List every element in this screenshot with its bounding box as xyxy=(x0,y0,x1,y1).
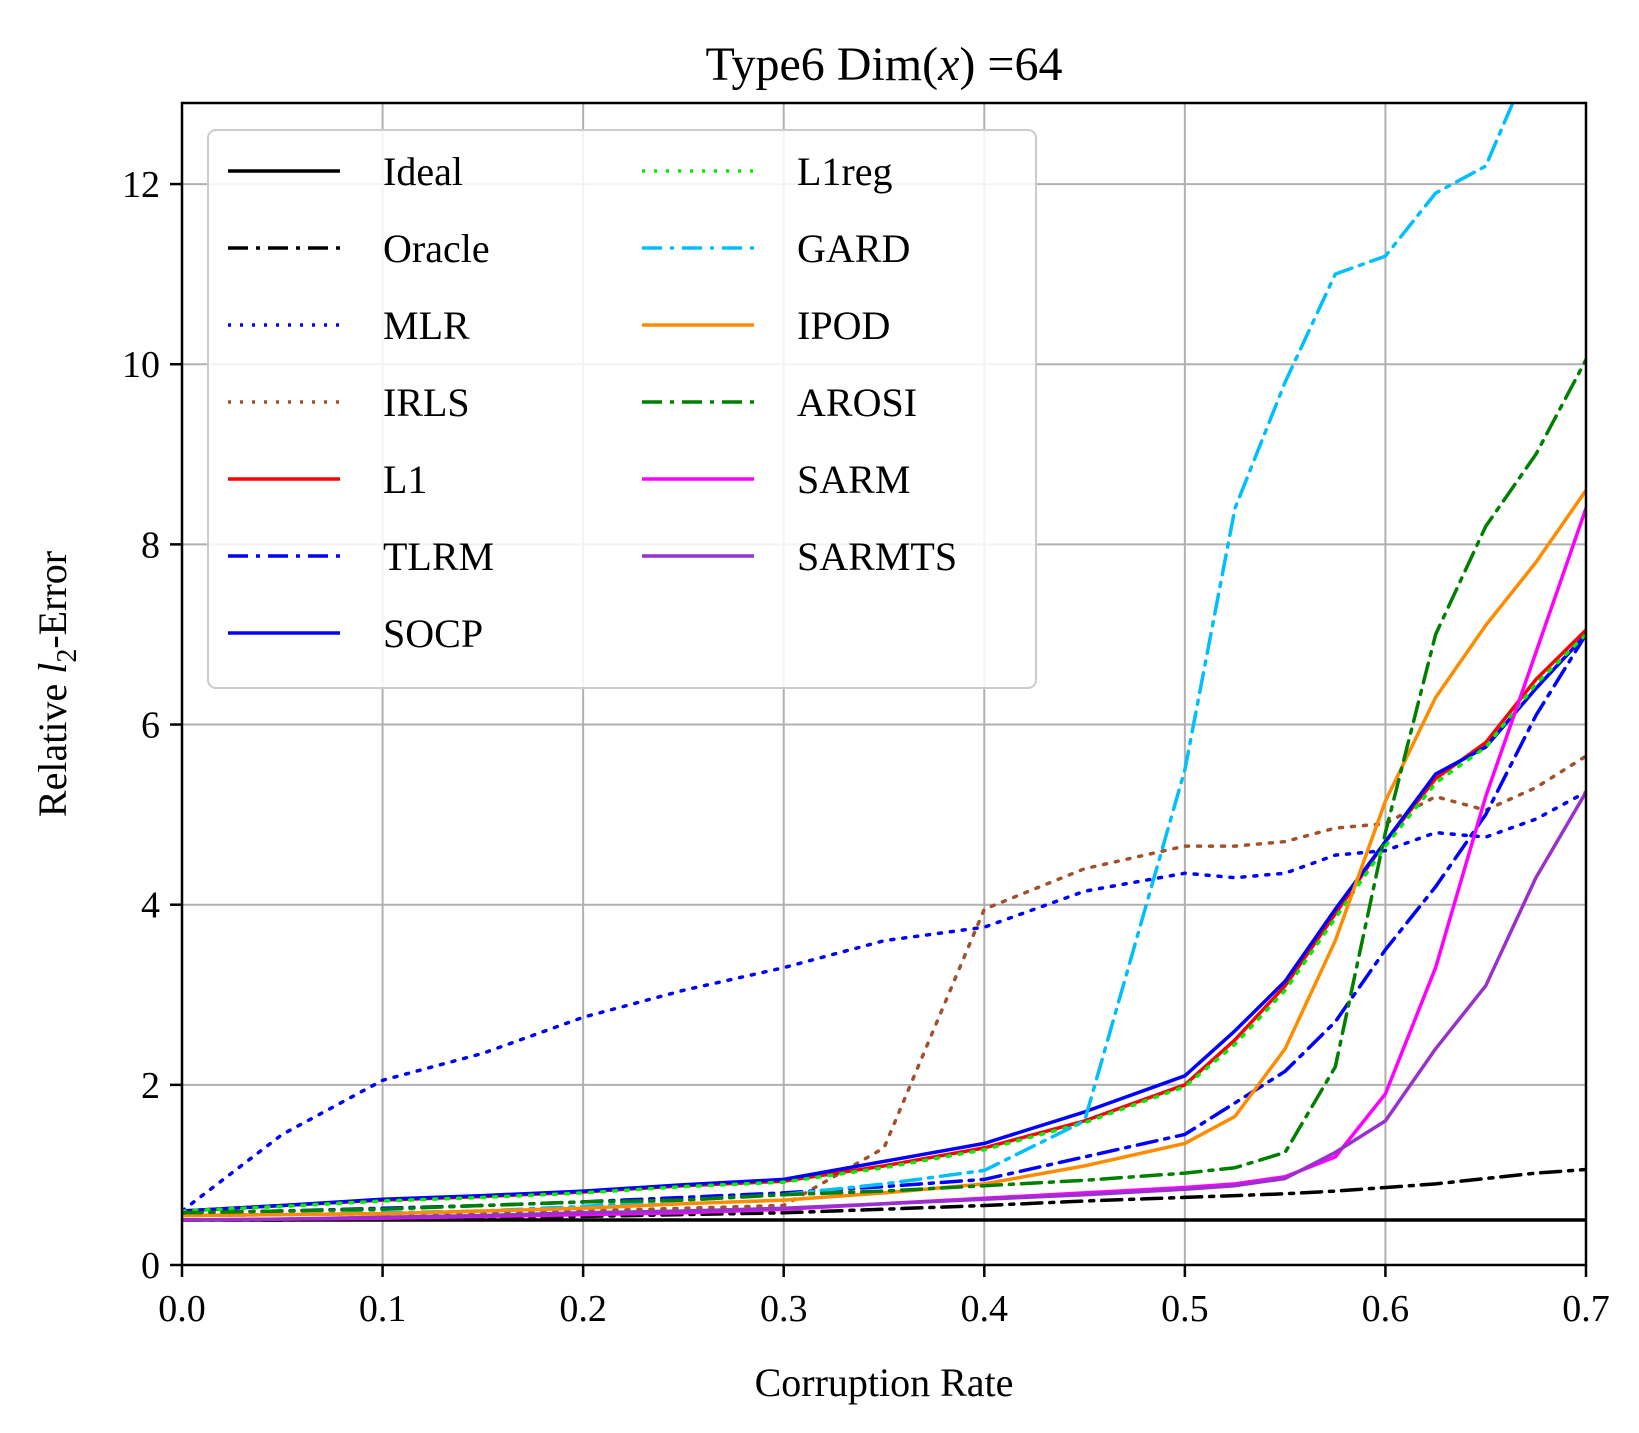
legend-label-sarmts: SARMTS xyxy=(797,534,957,579)
x-tick-label: 0.7 xyxy=(1562,1288,1610,1330)
legend-label-irls: IRLS xyxy=(383,380,470,425)
series-line-oracle xyxy=(182,1167,1586,1222)
x-tick-label: 0.2 xyxy=(559,1288,607,1330)
series-line-socp xyxy=(182,632,1586,1213)
series-layer xyxy=(182,103,1586,1222)
y-tick-label: 0 xyxy=(141,1245,160,1287)
x-tick-label: 0.3 xyxy=(760,1288,808,1330)
x-axis-label: Corruption Rate xyxy=(755,1360,1014,1405)
y-axis-label: Relative l2-Error xyxy=(30,551,83,817)
legend-label-gard: GARD xyxy=(797,226,910,271)
y-tick-label: 10 xyxy=(122,344,160,386)
series-line-arosi xyxy=(182,357,1586,1215)
legend-box xyxy=(207,129,1037,689)
legend-label-ipod: IPOD xyxy=(797,303,890,348)
y-axis: 0 2 4 6 8 10 12 xyxy=(122,164,182,1287)
series-line-l1 xyxy=(182,628,1586,1213)
series-line-irls xyxy=(182,754,1586,1218)
x-tick-label: 0.5 xyxy=(1161,1288,1209,1330)
legend-label-l1reg: L1reg xyxy=(797,149,893,194)
legend-label-l1: L1 xyxy=(383,457,427,502)
legend: Ideal Oracle MLR IRLS L1 TLRM SOCP L1reg GARD IPO… xyxy=(207,129,1037,689)
plot-frame xyxy=(180,101,1588,1267)
legend-label-ideal: Ideal xyxy=(383,149,463,194)
y-tick-label: 8 xyxy=(141,524,160,566)
y-tick-label: 6 xyxy=(141,705,160,747)
series-line-l1reg xyxy=(182,632,1586,1213)
legend-label-oracle: Oracle xyxy=(383,226,490,271)
x-tick-label: 0.0 xyxy=(158,1288,206,1330)
y-tick-label: 12 xyxy=(122,164,160,206)
x-axis: 0.0 0.1 0.2 0.3 0.4 0.5 0.6 0.7 xyxy=(158,1265,1610,1330)
x-tick-label: 0.4 xyxy=(961,1288,1009,1330)
legend-label-arosi: AROSI xyxy=(797,380,917,425)
x-tick-label: 0.6 xyxy=(1362,1288,1410,1330)
chart-title: Type6 Dim(x) =64 xyxy=(706,38,1063,91)
legend-label-mlr: MLR xyxy=(383,303,470,348)
series-line-ipod xyxy=(182,488,1586,1218)
legend-label-sarm: SARM xyxy=(797,457,910,502)
y-tick-label: 4 xyxy=(141,885,160,927)
x-tick-label: 0.1 xyxy=(359,1288,407,1330)
y-tick-label: 2 xyxy=(141,1065,160,1107)
series-line-sarmts xyxy=(182,790,1586,1222)
legend-label-tlrm: TLRM xyxy=(383,534,494,579)
legend-label-socp: SOCP xyxy=(383,611,483,656)
